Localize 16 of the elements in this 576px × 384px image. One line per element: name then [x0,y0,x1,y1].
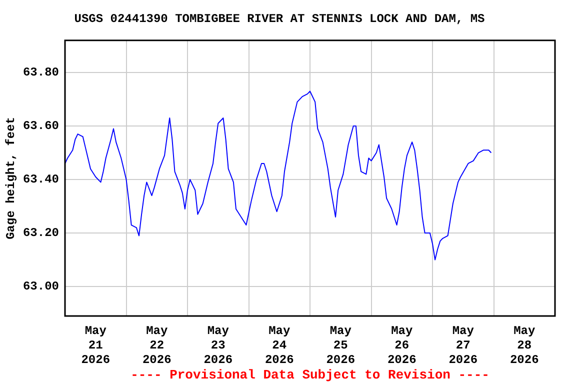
x-tick-label: May 27 2026 [448,324,478,368]
x-tick-label: May 28 2026 [510,324,539,368]
x-tick-label: May 26 2026 [387,324,416,368]
x-tick-label: May 21 2026 [81,324,110,368]
y-tick-label: 63.60 [22,119,59,134]
y-tick-label: 63.20 [22,226,59,240]
chart-title: USGS 02441390 TOMBIGBEE RIVER AT STENNIS LOCK AND DAM, MS [74,12,485,26]
y-tick-label: 63.40 [22,172,59,187]
x-tick-label: May 22 2026 [142,324,172,368]
x-tick-label: May 23 2026 [204,324,233,368]
x-tick-label: May 24 2026 [264,324,294,368]
y-tick-label: 63.00 [22,280,59,294]
x-tick-label: May 25 2026 [326,324,356,368]
y-axis-title: Gage height, feet [4,116,18,240]
y-tick-label: 63.80 [22,66,59,80]
text: ---- Provisional Data Subject to Revision ---- [130,367,490,382]
